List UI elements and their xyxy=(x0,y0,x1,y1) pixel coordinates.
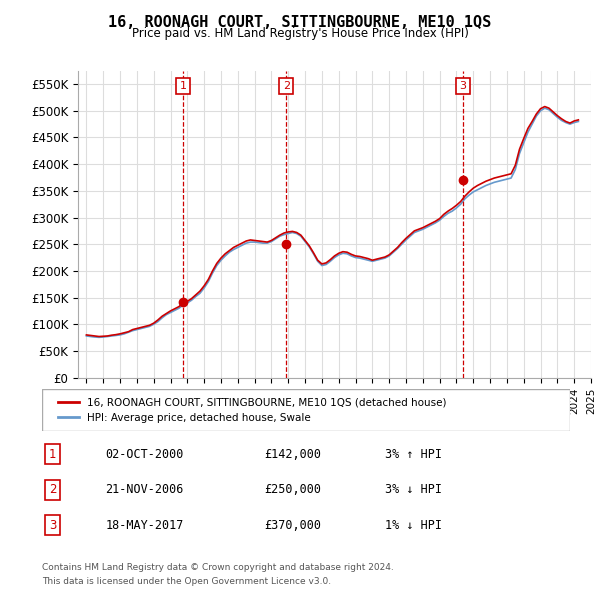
FancyBboxPatch shape xyxy=(42,389,570,431)
Text: 1: 1 xyxy=(49,448,56,461)
Text: 2: 2 xyxy=(283,81,290,91)
Text: 1: 1 xyxy=(179,81,187,91)
Text: £370,000: £370,000 xyxy=(264,519,321,532)
Text: Price paid vs. HM Land Registry's House Price Index (HPI): Price paid vs. HM Land Registry's House … xyxy=(131,27,469,40)
Text: 16, ROONAGH COURT, SITTINGBOURNE, ME10 1QS: 16, ROONAGH COURT, SITTINGBOURNE, ME10 1… xyxy=(109,15,491,30)
Text: 2: 2 xyxy=(49,483,56,496)
Text: 21-NOV-2006: 21-NOV-2006 xyxy=(106,483,184,496)
Text: This data is licensed under the Open Government Licence v3.0.: This data is licensed under the Open Gov… xyxy=(42,577,331,586)
Text: 3: 3 xyxy=(49,519,56,532)
Text: Contains HM Land Registry data © Crown copyright and database right 2024.: Contains HM Land Registry data © Crown c… xyxy=(42,563,394,572)
Text: £250,000: £250,000 xyxy=(264,483,321,496)
Text: 3% ↑ HPI: 3% ↑ HPI xyxy=(385,448,442,461)
Text: 02-OCT-2000: 02-OCT-2000 xyxy=(106,448,184,461)
Text: 3% ↓ HPI: 3% ↓ HPI xyxy=(385,483,442,496)
Text: £142,000: £142,000 xyxy=(264,448,321,461)
Text: 1% ↓ HPI: 1% ↓ HPI xyxy=(385,519,442,532)
Text: 3: 3 xyxy=(460,81,466,91)
Legend: 16, ROONAGH COURT, SITTINGBOURNE, ME10 1QS (detached house), HPI: Average price,: 16, ROONAGH COURT, SITTINGBOURNE, ME10 1… xyxy=(52,392,452,428)
Text: 18-MAY-2017: 18-MAY-2017 xyxy=(106,519,184,532)
